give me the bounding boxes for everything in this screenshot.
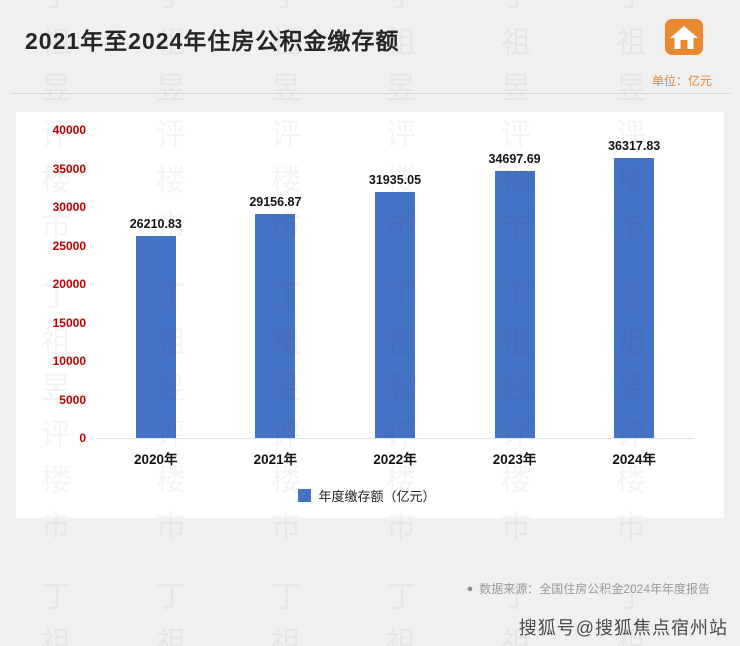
y-tick-label: 15000 (52, 315, 86, 330)
bars-row: 26210.83 29156.87 31935.05 34697.69 36317.83 (96, 130, 694, 439)
plot-area: 0 5000 10000 15000 20000 25000 30000 35000 40000… (34, 124, 700, 468)
sohu-watermark: 搜狐号@搜狐焦点宿州站 (518, 618, 728, 638)
x-tick-label: 2021年 (253, 452, 298, 467)
bar-column: 26210.83 (96, 217, 216, 438)
bar-value-label: 36317.83 (608, 139, 661, 154)
header-divider (10, 93, 730, 94)
legend-swatch-icon (298, 489, 312, 502)
source-text: 数据来源：全国住房公积金2024年年度报告 (479, 582, 710, 596)
page-title: 2021年至2024年住房公积金缴存额 (25, 28, 400, 54)
bar (494, 170, 535, 438)
x-tick-label: 2024年 (612, 452, 656, 467)
x-tick-label: 2020年 (134, 452, 178, 467)
y-axis: 0 5000 10000 15000 20000 25000 30000 35000 40000 (34, 124, 86, 444)
y-tick-label: 30000 (52, 200, 86, 214)
y-tick-label: 5000 (59, 392, 86, 407)
bar-column: 36317.83 (574, 139, 694, 438)
x-tick-label: 2022年 (373, 452, 417, 467)
bar (255, 213, 296, 438)
x-axis: 2020年 2021年 2022年 2023年 2024年 (96, 448, 694, 468)
chart-card: 0 5000 10000 15000 20000 25000 30000 35000 40000… (16, 112, 724, 518)
bullet-icon: ● (466, 582, 474, 595)
y-tick-label: 0 (79, 431, 86, 445)
bar-value-label: 34697.69 (488, 151, 541, 166)
legend: 年度缴存额（亿元） (34, 486, 700, 505)
bar (374, 192, 415, 438)
bar-column: 29156.87 (216, 194, 336, 438)
unit-label: 单位：亿元 (651, 74, 712, 88)
y-tick-label: 20000 (52, 277, 86, 291)
house-icon (664, 18, 704, 56)
y-tick-label: 35000 (52, 161, 86, 176)
bar-column: 34697.69 (455, 152, 575, 438)
y-tick-label: 40000 (52, 123, 86, 137)
bar-value-label: 29156.87 (249, 194, 302, 209)
y-tick-label: 10000 (52, 354, 86, 368)
bar (135, 236, 176, 438)
bar-column: 31935.05 (335, 173, 455, 438)
header: 2021年至2024年住房公积金缴存额 单位：亿元 (0, 0, 740, 93)
source-note: ● 数据来源：全国住房公积金2024年年度报告 (467, 580, 710, 597)
legend-label: 年度缴存额（亿元） (318, 489, 436, 504)
y-tick-label: 25000 (52, 238, 86, 253)
bar (614, 158, 655, 438)
x-tick-label: 2023年 (492, 452, 537, 467)
bar-value-label: 31935.05 (368, 173, 422, 188)
bar-value-label: 26210.83 (129, 217, 182, 232)
